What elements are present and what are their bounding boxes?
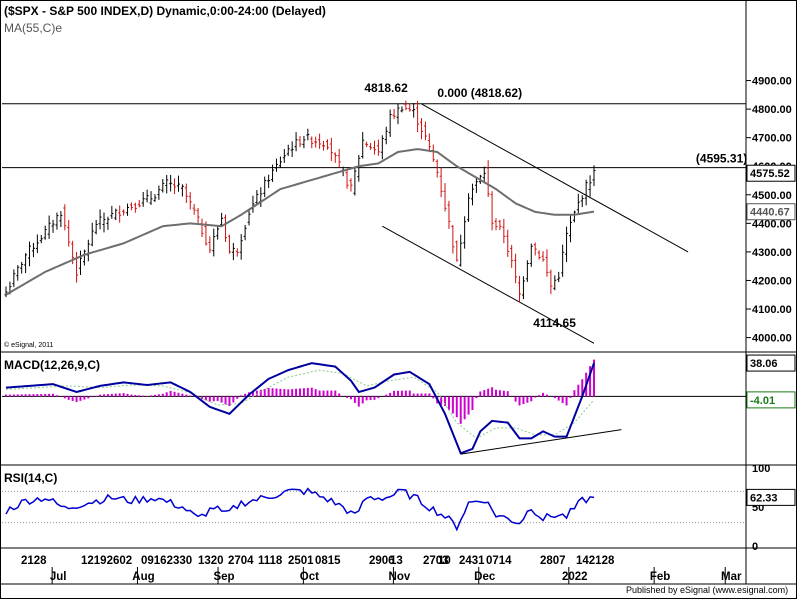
x-tick-day: 142128 bbox=[576, 555, 615, 567]
price-tick-label: 4400.00 bbox=[752, 218, 792, 230]
x-tick-day: 13 bbox=[390, 555, 403, 567]
x-tick-day: 0714 bbox=[486, 555, 512, 567]
x-tick-month: 2022 bbox=[562, 571, 588, 583]
ma55-line bbox=[5, 148, 595, 296]
x-tick-day: 09162330 bbox=[141, 555, 192, 567]
footer-text: Published by eSignal (www.esignal.com) bbox=[626, 585, 788, 595]
x-tick-day: 2906 bbox=[369, 555, 395, 567]
x-tick-month: Feb bbox=[650, 571, 670, 583]
x-tick-day: 1320 bbox=[198, 555, 224, 567]
x-tick-month: Mar bbox=[721, 571, 742, 583]
x-tick-day: 2501 bbox=[288, 555, 314, 567]
trend-channel-line bbox=[421, 103, 689, 253]
macd-value-label: -4.01 bbox=[750, 395, 775, 407]
trend-channel-line bbox=[382, 225, 595, 344]
chart-labels: ($SPX - S&P 500 INDEX,D) Dynamic,0:00-24… bbox=[4, 4, 788, 595]
price-tick-label: 4800.00 bbox=[752, 104, 792, 116]
price-panel: 4000.00 4100.00 4200.00 4300.00 4400.00 4500.… bbox=[2, 76, 796, 345]
chart-title: ($SPX - S&P 500 INDEX,D) Dynamic,0:00-24… bbox=[4, 4, 326, 18]
rsi-line bbox=[5, 487, 595, 532]
price-value-label: 4575.52 bbox=[750, 168, 790, 180]
x-axis: 2128 12192602 09162330 1320 2704 1118 2501 0815… bbox=[21, 555, 742, 584]
price-annotation: 4114.65 bbox=[533, 316, 576, 330]
x-tick-month: Aug bbox=[132, 571, 154, 583]
rsi-value-label: 62.33 bbox=[750, 492, 778, 504]
x-tick-month: Nov bbox=[389, 571, 411, 583]
price-annotation: 4818.62 bbox=[364, 81, 408, 95]
x-tick-day: 2704 bbox=[228, 555, 254, 567]
rsi-tick-label: 100 bbox=[752, 463, 770, 475]
x-tick-month: Oct bbox=[300, 571, 319, 583]
copyright-text: © eSignal, 2011 bbox=[4, 341, 54, 349]
x-tick-day: 12192602 bbox=[81, 555, 132, 567]
ma-legend: MA(55,C)e bbox=[4, 21, 62, 35]
price-tick-label: 4100.00 bbox=[752, 304, 792, 316]
macd-value-label: 38.06 bbox=[750, 358, 778, 370]
price-tick-label: 4500.00 bbox=[752, 190, 792, 202]
price-annotation: 0.000 (4818.62) bbox=[437, 86, 522, 100]
macd-panel: 38.06 -4.01 bbox=[2, 354, 796, 455]
price-tick-label: 4300.00 bbox=[752, 247, 792, 259]
x-tick-day: 2128 bbox=[21, 555, 47, 567]
x-tick-day: 1118 bbox=[258, 555, 283, 567]
macd-line bbox=[5, 362, 595, 455]
x-tick-month: Jul bbox=[50, 571, 67, 583]
price-value-label: 4440.67 bbox=[750, 207, 790, 219]
price-tick-label: 4700.00 bbox=[752, 133, 792, 145]
price-tick-label: 4900.00 bbox=[752, 76, 792, 88]
price-value-box bbox=[746, 164, 796, 182]
x-tick-day: 10 bbox=[438, 555, 451, 567]
price-tick-label: 4000.00 bbox=[752, 333, 792, 345]
rsi-value-box bbox=[746, 488, 796, 506]
rsi-legend: RSI(14,C) bbox=[4, 471, 57, 485]
x-tick-day: 2703 bbox=[423, 555, 449, 567]
macd-value-box bbox=[746, 354, 796, 372]
x-tick-month: Dec bbox=[474, 571, 496, 583]
x-tick-day: 2807 bbox=[540, 555, 566, 567]
macd-signal-line bbox=[5, 369, 595, 439]
price-tick-label: 4200.00 bbox=[752, 275, 792, 287]
macd-value-box bbox=[746, 391, 796, 409]
x-tick-day: 2431 bbox=[459, 555, 485, 567]
price-annotation: (4595.31) bbox=[696, 152, 747, 166]
macd-divergence-line bbox=[460, 429, 622, 455]
macd-legend: MACD(12,26,9,C) bbox=[4, 358, 100, 372]
rsi-tick-label: 0 bbox=[752, 541, 758, 553]
x-tick-day: 0815 bbox=[315, 555, 341, 567]
price-value-box bbox=[746, 203, 796, 221]
x-tick-month: Sep bbox=[213, 571, 234, 583]
